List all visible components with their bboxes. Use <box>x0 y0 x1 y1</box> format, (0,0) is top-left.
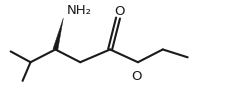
Text: NH₂: NH₂ <box>66 4 91 17</box>
Polygon shape <box>53 19 63 51</box>
Text: O: O <box>114 5 124 18</box>
Text: O: O <box>132 69 142 82</box>
